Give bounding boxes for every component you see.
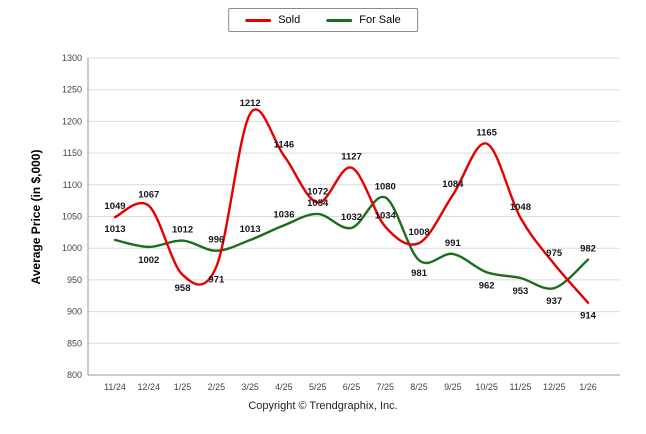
x-tick-label: 12/25	[543, 382, 566, 392]
for-sale-series-line	[113, 195, 590, 290]
x-tick-label: 11/24	[104, 382, 126, 392]
y-tick-label: 1050	[62, 212, 82, 222]
x-tick-label: 9/25	[444, 382, 462, 392]
y-tick-label: 800	[67, 370, 82, 380]
chart-legend: Sold For Sale	[228, 8, 418, 32]
data-label-sold: 1049	[104, 201, 125, 212]
x-tick-label: 5/25	[309, 382, 327, 392]
data-label-sold: 914	[580, 311, 597, 322]
data-label-sold: 971	[208, 275, 225, 286]
y-tick-label: 900	[67, 307, 82, 317]
x-tick-label: 1/26	[579, 382, 597, 392]
data-label-sold: 1034	[375, 211, 397, 222]
y-tick-label: 950	[67, 275, 82, 285]
data-label-sold: 1084	[442, 179, 464, 190]
x-tick-label: 3/25	[241, 382, 259, 392]
data-label-for-sale: 991	[445, 238, 462, 249]
x-tick-label: 12/24	[138, 382, 161, 392]
x-tick-label: 6/25	[343, 382, 361, 392]
data-label-sold: 1127	[341, 152, 362, 163]
data-label-sold: 1008	[409, 227, 430, 238]
copyright-text: Copyright © Trendgraphix, Inc.	[248, 400, 398, 412]
x-tick-label: 4/25	[275, 382, 293, 392]
y-tick-label: 1300	[62, 53, 82, 63]
data-label-sold: 1067	[138, 190, 159, 201]
legend-label-sold: Sold	[278, 14, 301, 26]
x-tick-label: 1/25	[174, 382, 192, 392]
for-sale-line-swatch	[326, 18, 353, 22]
legend-item-for-sale: For Sale	[326, 14, 401, 26]
data-label-sold: 1146	[274, 140, 295, 151]
y-tick-label: 1150	[63, 148, 82, 158]
x-tick-label: 8/25	[410, 382, 428, 392]
data-label-for-sale: 1032	[341, 212, 362, 223]
legend-item-sold: Sold	[245, 14, 300, 26]
data-label-for-sale: 982	[580, 244, 596, 255]
sold-line-swatch	[245, 18, 272, 22]
data-label-for-sale: 1054	[307, 198, 329, 209]
data-label-for-sale: 962	[479, 280, 495, 291]
data-label-sold: 1212	[240, 98, 261, 109]
data-label-for-sale: 1013	[104, 224, 125, 235]
x-tick-label: 7/25	[377, 382, 395, 392]
data-label-sold: 1072	[307, 187, 328, 198]
x-tick-label: 2/25	[208, 382, 226, 392]
data-label-sold: 975	[546, 248, 563, 259]
data-label-for-sale: 981	[411, 268, 428, 279]
sold-series-line	[113, 108, 590, 304]
data-label-sold: 958	[175, 283, 191, 294]
data-label-for-sale: 996	[208, 235, 224, 246]
x-tick-label: 10/25	[475, 382, 498, 392]
y-tick-label: 850	[67, 338, 82, 348]
y-tick-label: 1250	[62, 85, 82, 95]
data-label-sold: 1048	[510, 202, 531, 213]
data-label-for-sale: 1036	[273, 209, 294, 220]
data-label-for-sale: 1080	[375, 181, 396, 192]
data-label-for-sale: 1002	[138, 255, 159, 266]
y-tick-label: 1200	[62, 116, 82, 126]
data-label-for-sale: 1013	[240, 224, 261, 235]
legend-label-for-sale: For Sale	[359, 14, 401, 26]
x-tick-label: 11/25	[509, 382, 531, 392]
y-tick-label: 1000	[62, 243, 82, 253]
data-label-for-sale: 937	[546, 296, 562, 307]
data-label-for-sale: 953	[512, 286, 528, 297]
data-label-for-sale: 1012	[172, 225, 193, 236]
y-tick-label: 1100	[63, 180, 82, 190]
data-label-sold: 1165	[476, 128, 497, 139]
